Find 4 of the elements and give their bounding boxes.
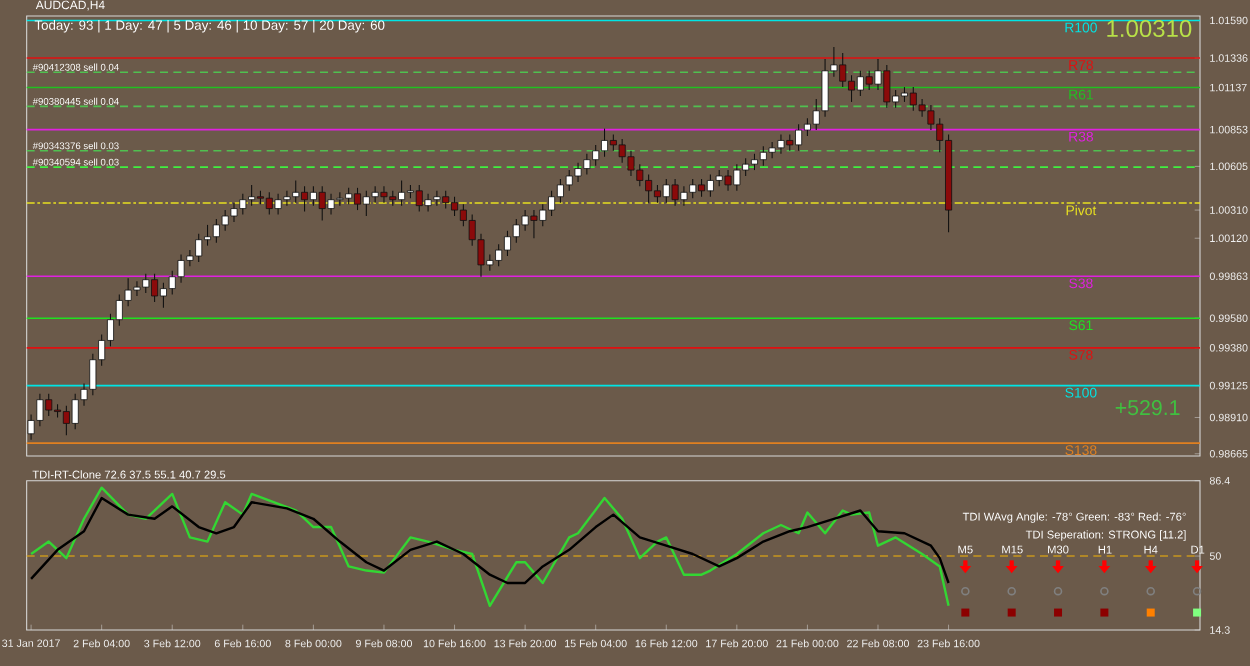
annotation: 1.00310 xyxy=(1107,20,1192,38)
line-series xyxy=(29,496,950,585)
annotation: +529.1 xyxy=(1115,400,1180,416)
line-series xyxy=(29,486,950,607)
